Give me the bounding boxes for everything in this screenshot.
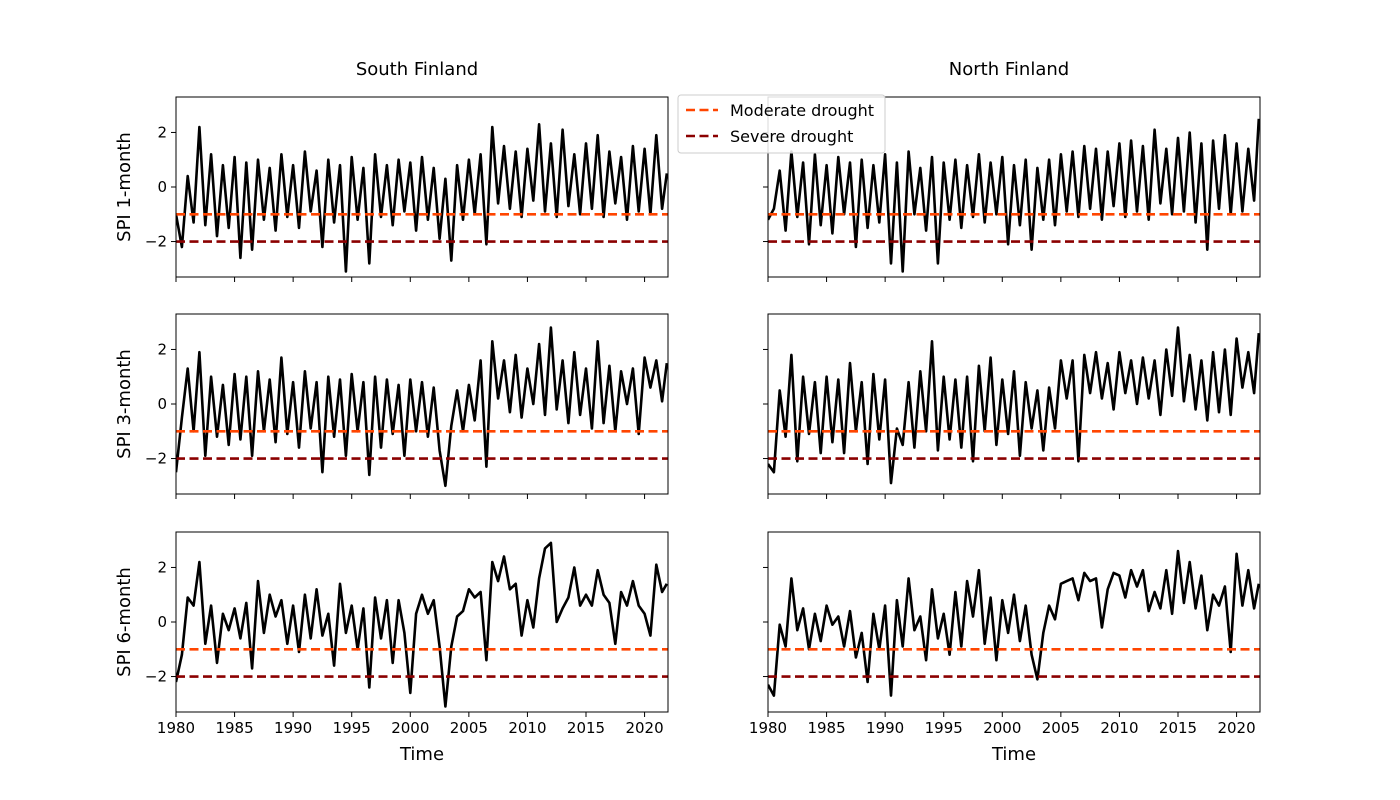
- ylabel-spi-1: SPI 1-month: [114, 132, 135, 242]
- xtick-label-south-r3: 2020: [625, 719, 663, 737]
- plot-area-south-r2: [176, 326, 668, 488]
- xtick-label-north-r3: 2015: [1159, 719, 1197, 737]
- axes-frame-south-r3: [175, 531, 669, 713]
- plot-area-north-r1: [768, 118, 1260, 273]
- xtick-label-south-r3: 2015: [567, 719, 605, 737]
- ylabel-spi-3: SPI 3-month: [114, 349, 135, 459]
- legend-severe-label: Severe drought: [730, 127, 853, 146]
- series-line-south-r2: [176, 326, 668, 488]
- panel-south-r2: −2 0 2: [145, 313, 669, 499]
- column-title-north: North Finland: [949, 59, 1069, 80]
- plot-area-north-r3: [768, 549, 1260, 697]
- xtick-label-north-r3: 1990: [866, 719, 904, 737]
- xtick-label-south-r3: 2005: [450, 719, 488, 737]
- xtick-label-south-r3: 1990: [274, 719, 312, 737]
- axes-frame-north-r2: [767, 313, 1261, 495]
- axes-frame-north-r3: [767, 531, 1261, 713]
- series-line-south-r1: [176, 123, 668, 273]
- xtick-label-north-r3: 1995: [925, 719, 963, 737]
- xtick-label-north-r3: 2010: [1100, 719, 1138, 737]
- plot-area-south-r3: [176, 541, 668, 708]
- xtick-label-south-r3: 1985: [215, 719, 253, 737]
- panel-south-r3: −2 0 2 1980 1985 1990 1995 2000 2005 2010 2015 2020: [145, 531, 669, 737]
- series-line-north-r2: [768, 326, 1260, 485]
- ytick-label-south-r2: 2: [157, 340, 167, 358]
- panel-north-r1: [763, 96, 1261, 282]
- xtick-label-south-r3: 2010: [508, 719, 546, 737]
- series-line-north-r3: [768, 549, 1260, 697]
- xtick-label-south-r3: 1980: [157, 719, 195, 737]
- xlabel-north: Time: [991, 744, 1036, 765]
- ytick-label-south-r3: 0: [157, 613, 167, 631]
- xtick-label-north-r3: 2000: [983, 719, 1021, 737]
- xtick-label-south-r3: 2000: [391, 719, 429, 737]
- panel-grid: −2 0 2 −2 0 2 −2 0 2 1980 1985 1990 1995 2000 2005 2010…: [145, 96, 1261, 737]
- series-line-south-r3: [176, 541, 668, 708]
- panel-north-r3: 1980 1985 1990 1995 2000 2005 2010 2015 2020: [749, 531, 1261, 737]
- xlabel-south: Time: [399, 744, 444, 765]
- xtick-label-south-r3: 1995: [333, 719, 371, 737]
- legend: Moderate drought Severe drought: [677, 94, 886, 154]
- ytick-label-south-r1: 0: [157, 178, 167, 196]
- series-line-north-r1: [768, 118, 1260, 273]
- legend-moderate-label: Moderate drought: [730, 101, 874, 120]
- ytick-label-south-r2: −2: [145, 450, 167, 468]
- xtick-label-north-r3: 2020: [1217, 719, 1255, 737]
- column-title-south: South Finland: [356, 59, 478, 80]
- plot-area-north-r2: [768, 326, 1260, 485]
- xtick-label-north-r3: 1985: [807, 719, 845, 737]
- xtick-label-north-r3: 2005: [1042, 719, 1080, 737]
- plot-area-south-r1: [176, 123, 668, 273]
- ytick-label-south-r1: 2: [157, 123, 167, 141]
- ytick-label-south-r2: 0: [157, 395, 167, 413]
- ytick-label-south-r3: −2: [145, 668, 167, 686]
- panel-south-r1: −2 0 2: [145, 96, 669, 282]
- ytick-label-south-r3: 2: [157, 558, 167, 576]
- legend-box: [677, 94, 886, 154]
- ytick-label-south-r1: −2: [145, 233, 167, 251]
- panel-north-r2: [763, 313, 1261, 499]
- xtick-label-north-r3: 1980: [749, 719, 787, 737]
- ylabel-spi-6: SPI 6-month: [114, 567, 135, 677]
